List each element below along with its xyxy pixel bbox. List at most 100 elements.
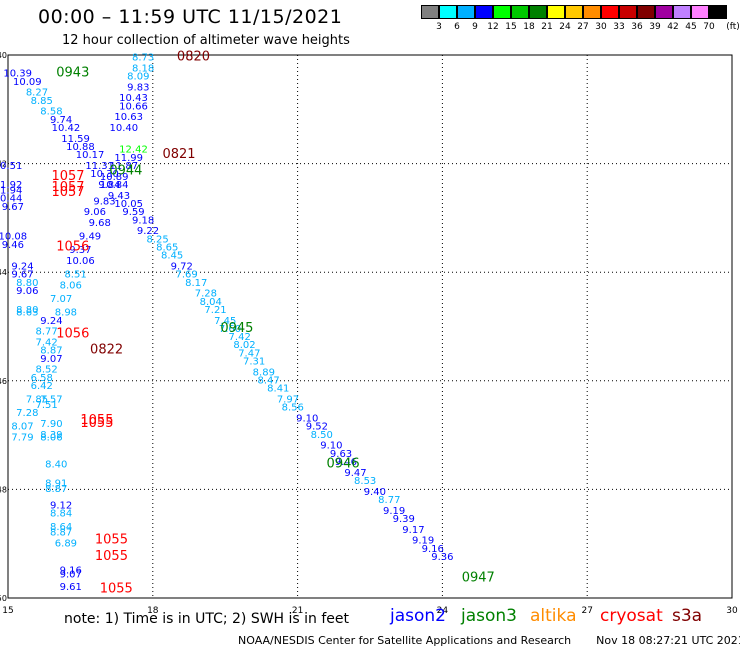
wave-height-value: 8.02 bbox=[233, 340, 255, 351]
wave-height-value: 10.30 bbox=[90, 169, 119, 180]
y-tick-label: -48 bbox=[0, 485, 7, 494]
x-tick-label: 18 bbox=[147, 606, 159, 616]
generated-timestamp: Nov 18 08:27:21 UTC 2021 bbox=[596, 634, 740, 647]
wave-height-value: 9.68 bbox=[89, 218, 111, 229]
x-tick-label: 30 bbox=[726, 606, 738, 616]
wave-height-value: 8.17 bbox=[185, 278, 207, 289]
x-tick-label: 15 bbox=[2, 606, 13, 616]
color-scale-swatch bbox=[421, 5, 439, 19]
color-scale-label: 12 bbox=[487, 22, 499, 32]
wave-height-value: 10.05 bbox=[114, 199, 143, 210]
wave-height-value: 10.08 bbox=[0, 232, 27, 243]
wave-height-value: 10.88 bbox=[66, 142, 95, 153]
y-tick-label: -42 bbox=[0, 160, 7, 169]
wave-height-value: 11.31 bbox=[85, 161, 114, 172]
wave-height-value: 8.87 bbox=[45, 484, 67, 495]
wave-height-value: 9.16 bbox=[422, 544, 444, 555]
wave-height-value: 9.39 bbox=[393, 514, 415, 525]
wave-height-value: 9.52 bbox=[306, 422, 328, 433]
pass-time-label: 1056 bbox=[56, 239, 89, 254]
wave-height-value: 8.87 bbox=[50, 528, 72, 539]
wave-height-value: 11.94 bbox=[0, 185, 22, 196]
x-tick-label: 21 bbox=[292, 606, 303, 616]
credit-text: NOAA/NESDIS Center for Satellite Applica… bbox=[238, 634, 572, 647]
wave-height-value: 7.69 bbox=[175, 270, 197, 281]
color-scale-label: 24 bbox=[559, 22, 571, 32]
wave-height-value: 8.58 bbox=[40, 107, 62, 118]
wave-height-value: 10.44 bbox=[0, 194, 22, 205]
color-scale-swatch bbox=[691, 5, 709, 19]
color-scale-swatch bbox=[673, 5, 691, 19]
wave-height-value: 9.83 bbox=[127, 82, 149, 93]
wave-height-value: 7.42 bbox=[35, 338, 57, 349]
wave-height-value: 8.41 bbox=[267, 384, 289, 395]
wave-height-value: 8.87 bbox=[40, 346, 62, 357]
y-tick-label: -40 bbox=[0, 51, 7, 60]
wave-height-value: 8.52 bbox=[35, 365, 57, 376]
wave-height-value: 8.04 bbox=[200, 297, 222, 308]
wave-height-value: 9.19 bbox=[383, 506, 405, 517]
wave-height-value: 11.59 bbox=[61, 134, 90, 145]
wave-height-value: 8.40 bbox=[45, 460, 67, 471]
wave-height-value: 11.92 bbox=[0, 180, 22, 191]
pass-time-label: 0945 bbox=[220, 321, 253, 336]
wave-height-value: 8.73 bbox=[132, 52, 154, 63]
wave-height-value: 10.40 bbox=[110, 123, 139, 134]
wave-height-value: 9.63 bbox=[330, 449, 352, 460]
wave-height-value: 9.61 bbox=[60, 582, 82, 593]
pass-time-label: 1057 bbox=[51, 180, 84, 195]
wave-height-value: 9.59 bbox=[122, 207, 144, 218]
wave-height-value: 10.51 bbox=[0, 161, 22, 172]
color-scale-swatch bbox=[439, 5, 457, 19]
wave-height-value: 8.06 bbox=[60, 280, 82, 291]
color-scale-label: 9 bbox=[472, 22, 478, 32]
wave-height-value: 12.42 bbox=[119, 145, 148, 156]
color-scale-swatch bbox=[655, 5, 673, 19]
color-scale-swatch bbox=[547, 5, 565, 19]
footer-credit: NOAA/NESDIS Center for Satellite Applica… bbox=[238, 634, 740, 647]
wave-height-value: 9.36 bbox=[431, 552, 453, 563]
color-scale-label: 42 bbox=[667, 22, 679, 32]
color-scale-swatch bbox=[493, 5, 511, 19]
color-scale-label: 6 bbox=[454, 22, 460, 32]
legend-satellite-jason3: jason3 bbox=[461, 606, 517, 626]
wave-height-value: 7.47 bbox=[238, 348, 260, 359]
pass-time-label: 0944 bbox=[109, 163, 142, 178]
wave-height-value: 8.63 bbox=[16, 308, 38, 319]
wave-height-value: 8.50 bbox=[311, 430, 333, 441]
wave-height-value: 7.28 bbox=[195, 289, 217, 300]
wave-height-value: 7.45 bbox=[214, 316, 236, 327]
wave-height-value: 7.31 bbox=[243, 357, 265, 368]
legend-note: note: 1) Time is in UTC; 2) SWH is in fe… bbox=[64, 611, 350, 627]
legend-satellite-cryosat: cryosat bbox=[600, 606, 663, 626]
color-scale-label: 33 bbox=[613, 22, 625, 32]
pass-time-label: 1056 bbox=[56, 326, 89, 341]
wave-height-value: 9.37 bbox=[69, 245, 91, 256]
wave-height-value: 9.19 bbox=[412, 536, 434, 547]
wave-height-value: 8.98 bbox=[55, 308, 77, 319]
legend-satellite-jason2: jason2 bbox=[390, 606, 446, 626]
color-scale-swatch bbox=[601, 5, 619, 19]
wave-height-value: 6.58 bbox=[31, 373, 53, 384]
wave-height-value: 8.07 bbox=[11, 422, 33, 433]
pass-time-label: 0946 bbox=[327, 457, 360, 472]
wave-height-value: 7.21 bbox=[204, 305, 226, 316]
wave-height-value: 7.60 bbox=[219, 324, 241, 335]
wave-height-value: 9.06 bbox=[16, 286, 38, 297]
page-subtitle: 12 hour collection of altimeter wave hei… bbox=[62, 33, 350, 48]
wave-height-value: 8.51 bbox=[64, 270, 86, 281]
page-title: 00:00 – 11:59 UTC 11/15/2021 bbox=[38, 6, 343, 28]
color-scale-label: 27 bbox=[577, 22, 589, 32]
pass-time-label: 1055 bbox=[95, 549, 128, 564]
wave-height-value: 9.49 bbox=[79, 232, 101, 243]
legend-satellite-s3a: s3a bbox=[672, 606, 703, 626]
wave-height-value: 10.17 bbox=[76, 150, 105, 161]
wave-height-value: 10.06 bbox=[66, 256, 95, 267]
wave-height-value: 6.89 bbox=[55, 538, 77, 549]
wave-height-value: 9.47 bbox=[344, 468, 366, 479]
y-tick-label: -50 bbox=[0, 594, 7, 603]
pass-time-label: 0821 bbox=[162, 147, 195, 162]
color-scale-swatch bbox=[511, 5, 529, 19]
color-scale-swatch bbox=[709, 5, 727, 19]
pass-time-label: 1055 bbox=[100, 582, 133, 597]
